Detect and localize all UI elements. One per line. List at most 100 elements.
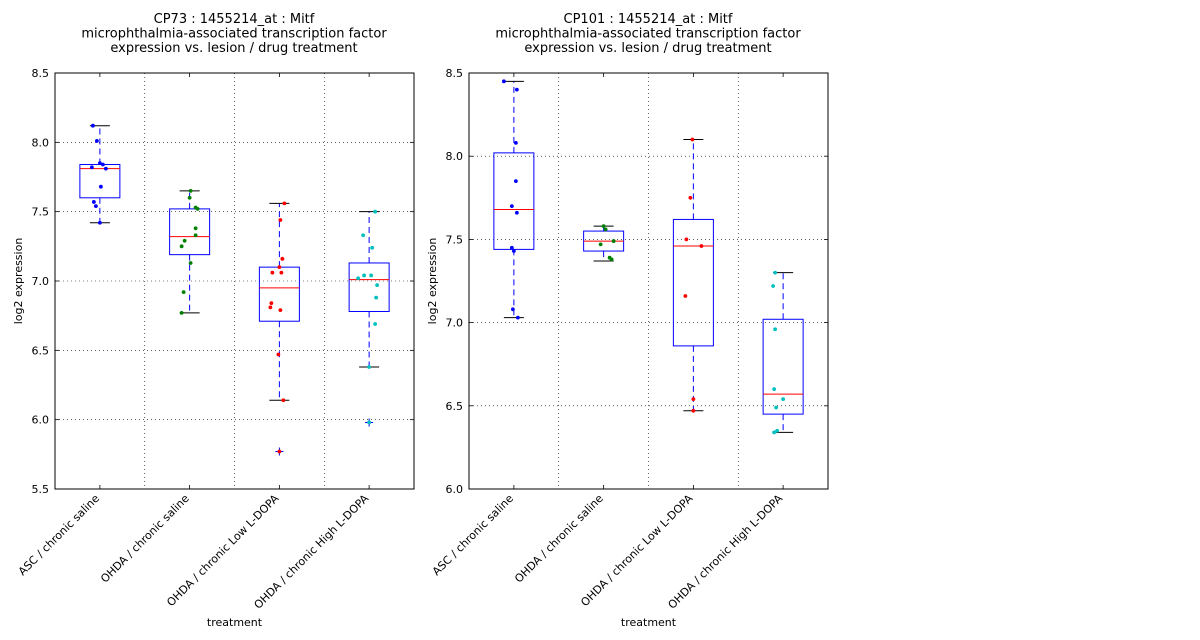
data-point [375,283,380,288]
data-point [603,227,608,232]
box-2 [169,188,211,315]
data-point [684,237,689,242]
data-point [97,161,102,166]
data-point [367,420,372,425]
data-point [181,290,186,294]
data-point [270,270,275,275]
data-point [772,430,777,435]
data-point [509,204,514,209]
data-point [601,224,606,228]
chart-panel-1: CP73 : 1455214_at : Mitfmicrophthalmia-a… [12,12,415,629]
data-point [90,123,95,128]
chart-title-line: CP101 : 1455214_at : Mitf [564,12,733,27]
data-point [361,233,366,238]
data-point [367,365,372,369]
axes-frame [54,72,415,490]
data-point [781,397,786,402]
data-point [93,204,98,209]
data-point [509,245,514,250]
data-point [688,195,693,200]
data-point [772,387,777,392]
data-point [193,233,198,238]
box-2 [583,224,625,262]
data-point [278,308,283,313]
data-point [100,162,105,167]
box-iqr [169,208,211,256]
chart-title-line: expression vs. lesion / drug treatment [524,41,771,56]
data-point [611,239,616,243]
data-point [188,261,193,265]
box-3 [258,201,300,456]
chart-title-line: CP73 : 1455214_at : Mitf [154,12,315,27]
y-axis-label: log2 expression [12,238,25,325]
data-point [91,200,96,204]
y-tick-label: 6.0 [32,414,50,427]
box-3 [672,137,714,413]
data-point [373,322,378,326]
data-point [195,206,200,211]
data-point [97,220,102,225]
y-tick-label: 6.5 [32,344,50,357]
data-point [179,310,184,315]
y-tick-label: 7.0 [446,317,464,330]
data-point [374,295,379,300]
data-point [690,137,695,142]
box-iqr [258,266,300,322]
box-iqr [762,318,804,415]
x-tick-label: OHDA / chronic saline [98,492,192,586]
axes-frame [468,72,829,490]
y-tick-label: 8.5 [32,67,50,80]
chart-panel-2: CP101 : 1455214_at : Mitfmicrophthalmia-… [426,12,829,629]
data-point [683,294,688,298]
data-point [501,79,506,84]
data-point [103,166,108,171]
data-point [276,352,281,357]
data-point [609,257,614,262]
y-tick-label: 7.0 [32,275,50,288]
box-iqr [493,152,535,250]
data-point [94,139,99,143]
data-point [182,238,187,243]
data-point [362,273,367,278]
box-iqr [672,218,714,347]
y-tick-label: 8.0 [446,150,464,163]
x-tick-label: ASC / chronic saline [430,492,516,578]
data-point [510,307,515,312]
data-point [279,270,284,275]
data-point [370,245,375,250]
data-point [282,201,287,206]
y-axis-label: log2 expression [426,238,439,325]
data-point [771,284,776,288]
box-1 [79,123,121,225]
data-point [98,184,103,189]
y-tick-label: 7.5 [32,206,50,219]
data-point [515,315,520,320]
data-point [269,301,274,306]
box-1 [493,79,535,320]
data-point [193,226,198,231]
data-point [514,87,519,92]
y-tick-label: 5.5 [32,483,50,496]
data-point [513,140,518,145]
data-point [277,449,282,454]
data-point [598,242,603,247]
data-point [268,305,273,310]
x-tick-label: ASC / chronic saline [16,492,102,578]
y-tick-label: 8.5 [446,67,464,80]
data-point [356,276,361,281]
data-point [188,188,193,193]
data-point [691,408,696,413]
y-tick-label: 8.0 [32,136,50,149]
y-tick-label: 6.0 [446,483,464,496]
data-point [514,210,519,215]
data-point [773,270,778,275]
chart-title-line: expression vs. lesion / drug treatment [110,41,357,56]
data-point [511,249,516,253]
box-4 [348,209,390,427]
chart-title-line: microphthalmia-associated transcription … [495,27,801,42]
chart-title-line: microphthalmia-associated transcription … [81,27,387,42]
data-point [773,327,778,332]
box-4 [762,270,804,435]
data-point [179,244,184,249]
